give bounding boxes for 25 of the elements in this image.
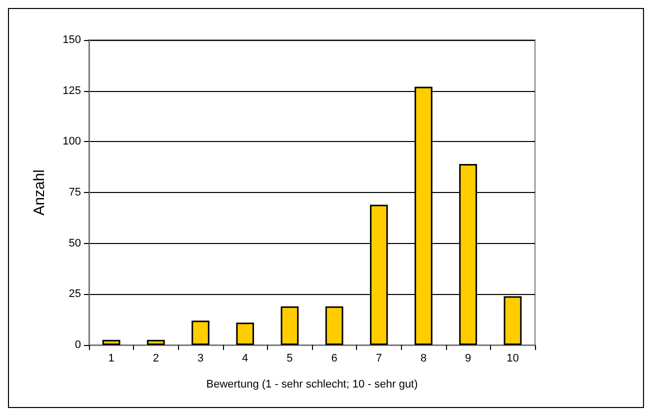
bar bbox=[102, 340, 120, 345]
bar bbox=[325, 306, 344, 345]
y-tick-label: 75 bbox=[68, 186, 81, 198]
x-tick-label: 7 bbox=[376, 352, 382, 364]
y-tick-label: 150 bbox=[62, 34, 81, 46]
x-tick-label: 10 bbox=[506, 352, 519, 364]
y-tick-label: 125 bbox=[62, 84, 81, 97]
x-tick-label: 3 bbox=[197, 352, 204, 364]
y-tick-label: 50 bbox=[68, 237, 81, 250]
x-tick-label: 4 bbox=[242, 352, 248, 364]
bar bbox=[146, 340, 165, 345]
x-tick-label: 6 bbox=[331, 352, 338, 364]
y-tick-label: 100 bbox=[62, 136, 81, 148]
y-tick-label: 25 bbox=[68, 288, 81, 300]
x-tick-label: 8 bbox=[420, 352, 427, 364]
x-tick-label: 9 bbox=[465, 352, 472, 364]
bar bbox=[280, 306, 299, 345]
y-tick-label: 0 bbox=[74, 339, 81, 351]
y-axis-title: Anzahl bbox=[31, 170, 48, 216]
x-tick-label: 1 bbox=[108, 352, 114, 364]
x-tick-label: 2 bbox=[152, 352, 159, 364]
bar bbox=[192, 320, 210, 345]
bar bbox=[236, 322, 254, 345]
x-tick-label: 5 bbox=[286, 352, 293, 364]
x-axis-title: Bewertung (1 - sehr schlecht; 10 - sehr gut) bbox=[206, 378, 418, 390]
